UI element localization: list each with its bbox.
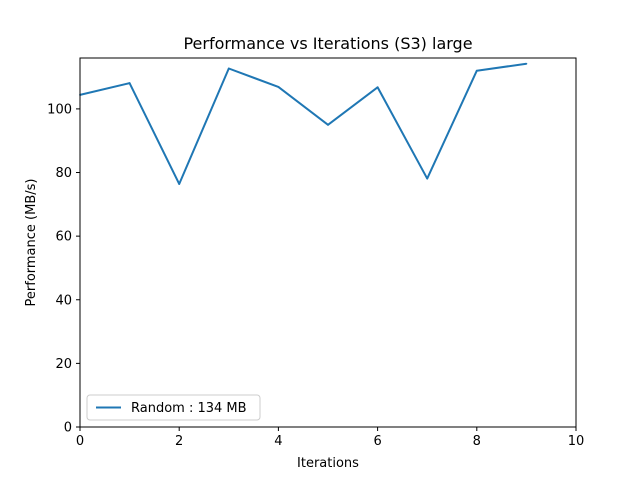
y-tick-label: 80 <box>55 166 72 181</box>
data-point <box>277 86 280 88</box>
data-point <box>178 183 181 185</box>
y-tick-label: 60 <box>55 230 72 245</box>
x-axis: 0 2 4 6 8 10 <box>76 427 584 449</box>
legend-box <box>86 394 261 421</box>
x-tick-label: 8 <box>473 434 481 449</box>
y-tick-label: 0 <box>64 421 72 436</box>
x-tick-label: 0 <box>76 434 84 449</box>
y-tick-label: 20 <box>55 357 72 372</box>
x-tick-label: 6 <box>373 434 381 449</box>
data-point <box>327 123 329 126</box>
data-point <box>426 177 429 180</box>
data-point <box>475 69 478 72</box>
plot-frame <box>79 57 577 428</box>
series-line <box>79 62 527 185</box>
data-point <box>128 82 131 85</box>
data-point <box>525 62 528 65</box>
legend: Random : 134 MB <box>86 394 261 421</box>
x-tick-label: 4 <box>274 434 282 449</box>
x-tick-label: 10 <box>568 434 585 449</box>
y-axis: 0 20 40 60 80 100 <box>47 102 80 436</box>
data-point <box>227 67 230 70</box>
chart-title: Performance vs Iterations (S3) large <box>183 34 472 53</box>
y-axis-label: Performance (MB/s) <box>24 179 39 307</box>
x-tick-label: 2 <box>175 434 183 449</box>
x-axis-label: Iterations <box>297 456 359 471</box>
y-tick-label: 100 <box>47 102 72 117</box>
y-tick-label: 40 <box>55 293 72 308</box>
legend-label: Random : 134 MB <box>131 401 247 416</box>
data-point <box>376 86 379 89</box>
